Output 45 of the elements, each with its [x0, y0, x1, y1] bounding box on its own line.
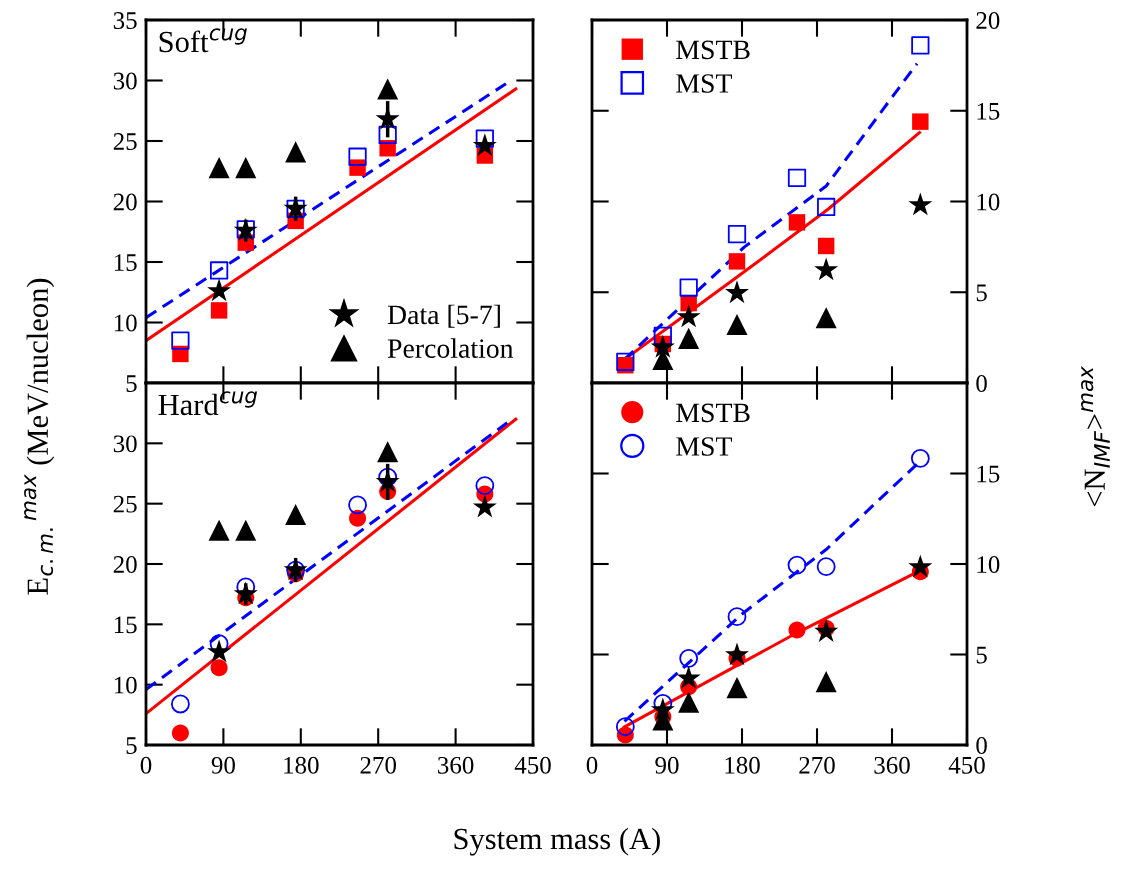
- y-tick-label: 20: [113, 193, 137, 211]
- y2-tick-label: 15: [977, 465, 1000, 483]
- legend-label: MSTB: [676, 40, 750, 60]
- chart-title: Soft$^{cug}$: [159, 28, 247, 53]
- y-tick-label: 25: [113, 133, 137, 150]
- y-tick-label: 10: [114, 676, 137, 694]
- y2-tick-label: 10: [977, 193, 1000, 211]
- x-tick-label: 450: [948, 756, 985, 774]
- x-tick-label: 360: [438, 756, 474, 774]
- y-axis-title: E$_{c.m.}$$^{max}$ (MeV/nucleon): [24, 278, 55, 595]
- y-tick-label: 5: [126, 737, 137, 754]
- y2-tick-label: 10: [977, 556, 1000, 573]
- y2-tick-label: 0: [976, 375, 987, 392]
- x-tick-label: 180: [284, 756, 319, 774]
- y-tick-label: 15: [114, 616, 137, 634]
- x-tick-label: 0: [140, 756, 152, 774]
- y2-tick-label: 0: [976, 737, 987, 754]
- x-tick-label: 270: [799, 756, 835, 774]
- x-tick-label: 270: [360, 756, 396, 774]
- chart-title: Hard$^{cug}$: [158, 391, 258, 416]
- legend-label: MST: [676, 74, 732, 93]
- y-tick-label: 20: [113, 556, 137, 573]
- y2-tick-label: 20: [976, 12, 1000, 29]
- x-tick-label: 90: [211, 756, 235, 774]
- x-axis-title: System mass (A): [454, 827, 660, 856]
- y2-tick-label: 5: [976, 646, 987, 664]
- legend-label: Percolation: [387, 338, 514, 358]
- y-tick-label: 30: [113, 72, 137, 90]
- y2-axis-title: <N$_{IMF}$>$^{max}$: [1081, 366, 1110, 507]
- x-tick-label: 0: [586, 756, 598, 774]
- y-tick-label: 10: [114, 314, 137, 332]
- y2-tick-label: 5: [976, 284, 987, 302]
- x-tick-label: 450: [514, 756, 551, 774]
- x-tick-label: 360: [874, 756, 910, 774]
- y-tick-label: 35: [113, 12, 137, 29]
- y-tick-label: 5: [126, 375, 137, 392]
- x-tick-label: 180: [725, 756, 760, 774]
- legend-label: MSTB: [676, 403, 750, 423]
- legend-label: Data [5-7]: [387, 304, 500, 328]
- y-tick-label: 25: [113, 495, 137, 513]
- y2-tick-label: 15: [977, 102, 1000, 120]
- x-tick-label: 90: [655, 756, 679, 774]
- legend-label: MST: [676, 437, 732, 456]
- y-tick-label: 30: [113, 435, 137, 453]
- y-tick-label: 15: [114, 254, 137, 271]
